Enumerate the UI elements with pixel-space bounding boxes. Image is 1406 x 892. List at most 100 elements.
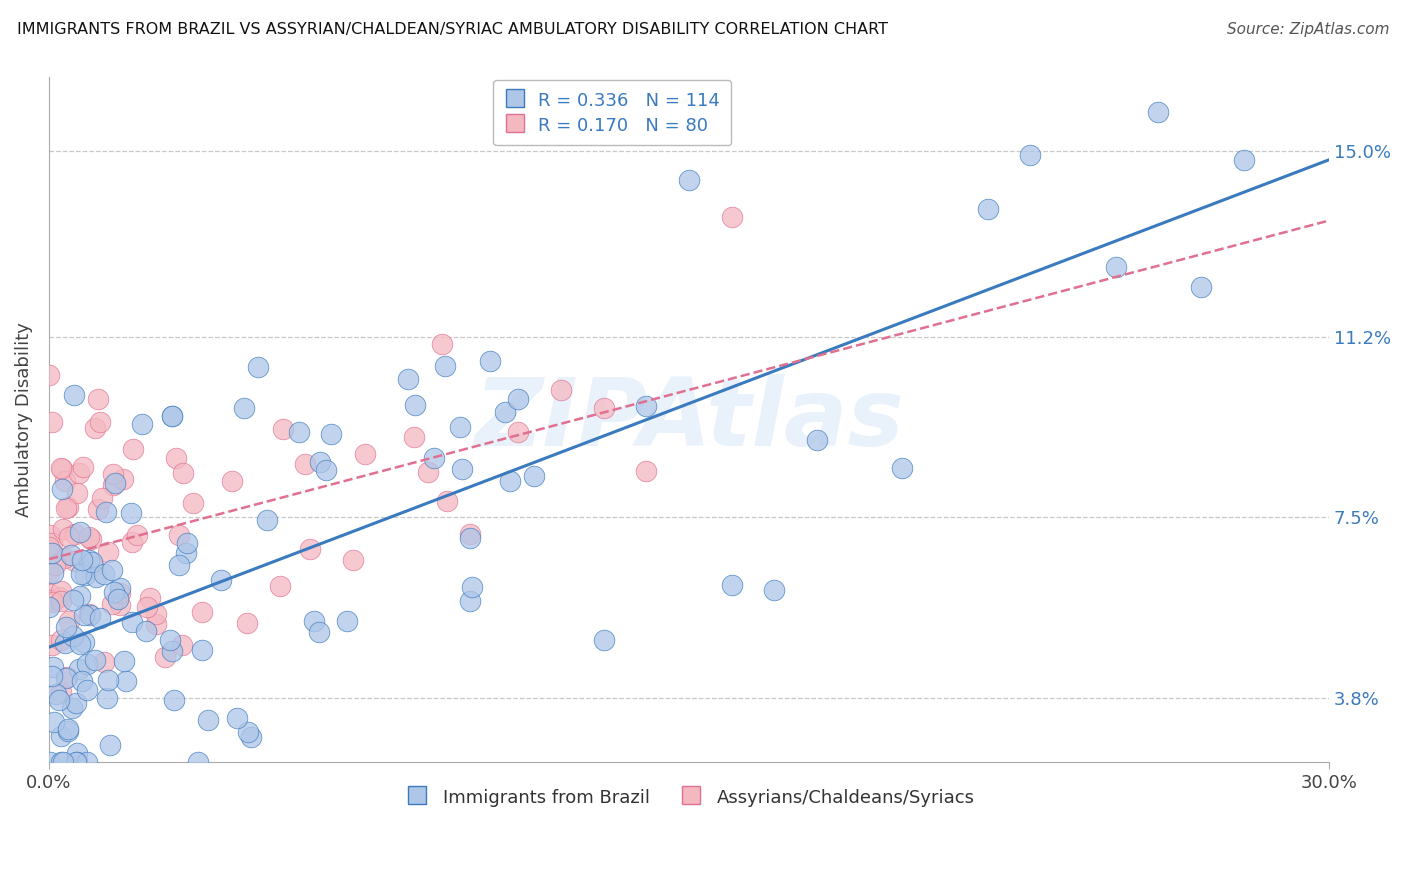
Point xyxy=(494,405,516,419)
Point xyxy=(63,527,86,541)
Point xyxy=(112,654,135,668)
Point xyxy=(94,505,117,519)
Point xyxy=(450,462,472,476)
Point xyxy=(98,738,121,752)
Point xyxy=(636,399,658,413)
Point xyxy=(499,474,522,488)
Point xyxy=(48,590,70,604)
Point xyxy=(165,451,187,466)
Point xyxy=(39,587,62,601)
Point xyxy=(271,422,294,436)
Point xyxy=(93,567,115,582)
Point xyxy=(70,553,93,567)
Point xyxy=(136,599,159,614)
Point xyxy=(763,583,786,598)
Point xyxy=(55,671,77,685)
Point xyxy=(186,755,208,769)
Point xyxy=(52,755,75,769)
Point xyxy=(42,715,65,730)
Point xyxy=(308,624,330,639)
Point xyxy=(135,624,157,639)
Point xyxy=(423,451,446,466)
Point xyxy=(41,415,63,429)
Point xyxy=(592,633,614,648)
Point xyxy=(181,496,204,510)
Point xyxy=(176,536,198,550)
Point xyxy=(89,611,111,625)
Point xyxy=(51,482,73,496)
Point xyxy=(38,600,60,615)
Point xyxy=(191,605,214,619)
Point xyxy=(153,650,176,665)
Point xyxy=(41,638,63,652)
Point xyxy=(49,460,72,475)
Point xyxy=(42,566,65,581)
Point xyxy=(41,536,63,550)
Point xyxy=(309,455,332,469)
Point xyxy=(891,461,914,475)
Point xyxy=(172,466,194,480)
Point xyxy=(53,551,76,566)
Point xyxy=(221,474,243,488)
Point xyxy=(65,697,87,711)
Point xyxy=(449,420,471,434)
Point xyxy=(48,692,70,706)
Text: ZIPAtlas: ZIPAtlas xyxy=(474,374,904,466)
Point xyxy=(52,522,75,536)
Point xyxy=(60,548,83,562)
Point xyxy=(139,591,162,606)
Legend: Immigrants from Brazil, Assyrians/Chaldeans/Syriacs: Immigrants from Brazil, Assyrians/Chalde… xyxy=(396,780,981,814)
Point xyxy=(76,683,98,698)
Point xyxy=(69,589,91,603)
Point xyxy=(63,554,86,568)
Point xyxy=(70,567,93,582)
Point xyxy=(62,629,84,643)
Point xyxy=(91,491,114,506)
Point xyxy=(354,447,377,461)
Point xyxy=(294,457,316,471)
Point xyxy=(191,643,214,657)
Point xyxy=(160,409,183,423)
Point xyxy=(82,558,104,573)
Point xyxy=(49,685,72,699)
Point xyxy=(58,530,80,544)
Point xyxy=(288,425,311,440)
Point xyxy=(38,541,60,555)
Point xyxy=(121,442,143,456)
Point xyxy=(159,633,181,648)
Point xyxy=(112,472,135,486)
Point xyxy=(77,530,100,544)
Point xyxy=(458,531,481,545)
Point xyxy=(478,354,501,368)
Point xyxy=(103,585,125,599)
Point xyxy=(160,644,183,658)
Point xyxy=(55,620,77,634)
Point xyxy=(636,464,658,478)
Point xyxy=(302,614,325,628)
Point xyxy=(56,722,79,736)
Point xyxy=(167,528,190,542)
Point xyxy=(256,513,278,527)
Point xyxy=(65,755,87,769)
Point xyxy=(174,546,197,560)
Point xyxy=(342,552,364,566)
Point xyxy=(49,594,72,608)
Point xyxy=(436,493,458,508)
Point xyxy=(1019,148,1042,162)
Point xyxy=(170,638,193,652)
Point xyxy=(720,578,742,592)
Point xyxy=(41,593,63,607)
Point xyxy=(51,729,73,743)
Point xyxy=(72,607,94,622)
Point xyxy=(434,359,457,373)
Point xyxy=(108,586,131,600)
Point xyxy=(49,583,72,598)
Point xyxy=(209,574,232,588)
Point xyxy=(83,421,105,435)
Point xyxy=(460,580,482,594)
Point xyxy=(101,563,124,577)
Point xyxy=(432,337,454,351)
Point xyxy=(1233,153,1256,168)
Point xyxy=(44,558,66,572)
Point xyxy=(87,392,110,406)
